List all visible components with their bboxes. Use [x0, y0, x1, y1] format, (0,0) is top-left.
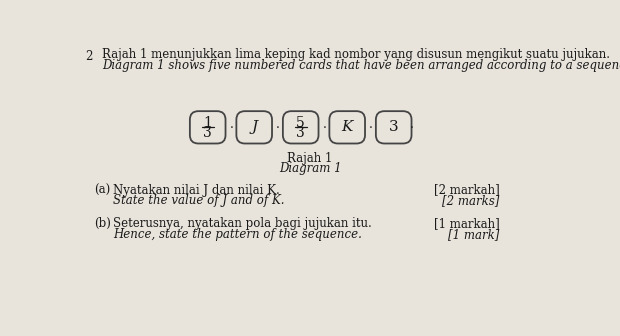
FancyBboxPatch shape: [283, 111, 319, 143]
Text: (a): (a): [94, 183, 111, 197]
Text: Seterusnya, nyatakan pola bagi jujukan itu.: Seterusnya, nyatakan pola bagi jujukan i…: [113, 217, 372, 230]
FancyBboxPatch shape: [190, 111, 226, 143]
Text: 5: 5: [296, 116, 305, 130]
FancyBboxPatch shape: [236, 111, 272, 143]
Text: 3: 3: [389, 120, 399, 134]
Text: K: K: [342, 120, 353, 134]
Text: 1: 1: [203, 116, 212, 130]
Text: (b): (b): [94, 217, 112, 230]
Text: Diagram 1 shows five numbered cards that have been arranged according to a seque: Diagram 1 shows five numbered cards that…: [102, 59, 620, 72]
Text: Diagram 1: Diagram 1: [278, 162, 342, 175]
Text: 3: 3: [203, 126, 212, 140]
Text: [1 mark]: [1 mark]: [448, 228, 500, 241]
Text: Hence, state the pattern of the sequence.: Hence, state the pattern of the sequence…: [113, 228, 362, 241]
Text: [2 marks]: [2 marks]: [443, 194, 500, 207]
Text: [1 markah]: [1 markah]: [434, 217, 500, 230]
Text: ·: ·: [410, 122, 414, 135]
Text: Rajah 1 menunjukkan lima keping kad nombor yang disusun mengikut suatu jujukan.: Rajah 1 menunjukkan lima keping kad nomb…: [102, 48, 610, 61]
Text: ·: ·: [323, 122, 327, 135]
Text: ·: ·: [230, 122, 234, 135]
Text: ·: ·: [370, 122, 373, 135]
Text: Nyatakan nilai J dan nilai K.: Nyatakan nilai J dan nilai K.: [113, 183, 280, 197]
Text: Rajah 1: Rajah 1: [287, 152, 333, 165]
FancyBboxPatch shape: [376, 111, 412, 143]
Text: ·: ·: [277, 122, 280, 135]
Text: 3: 3: [296, 126, 305, 140]
Text: State the value of J and of K.: State the value of J and of K.: [113, 194, 285, 207]
Text: [2 markah]: [2 markah]: [434, 183, 500, 197]
Text: 2: 2: [86, 50, 92, 62]
FancyBboxPatch shape: [329, 111, 365, 143]
Text: J: J: [251, 120, 257, 134]
